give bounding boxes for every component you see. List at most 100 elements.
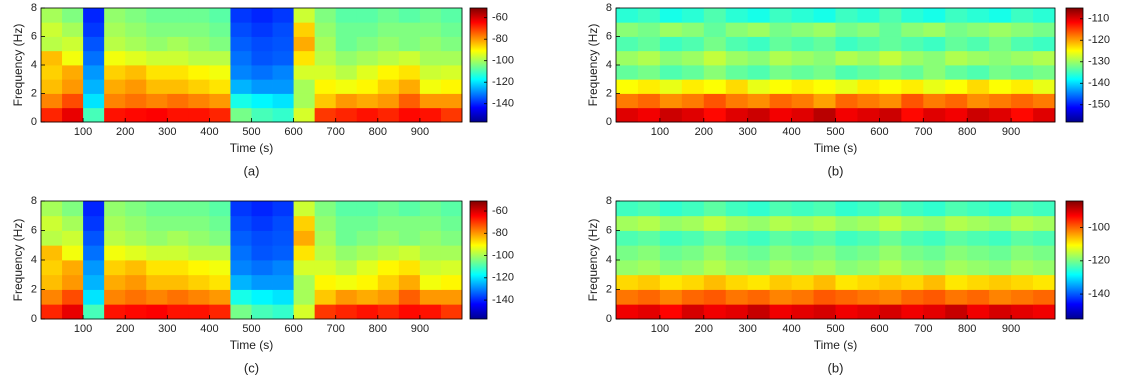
heatmap-cell: [314, 36, 337, 52]
heatmap-cell: [923, 230, 946, 246]
x-tick-label: 600: [284, 323, 302, 335]
heatmap-cell: [616, 245, 639, 261]
heatmap-cell: [659, 22, 683, 37]
heatmap-cell: [314, 230, 337, 246]
heatmap-cell: [879, 215, 902, 231]
heatmap-cell: [835, 65, 858, 80]
heatmap-cell: [125, 201, 147, 217]
heatmap-cell: [41, 201, 63, 217]
heatmap-cell: [293, 230, 316, 246]
heatmap-cell: [62, 50, 84, 66]
heatmap-cell: [989, 22, 1012, 37]
heatmap-cell: [41, 65, 63, 80]
heatmap-cell: [1033, 215, 1056, 231]
heatmap-cell: [83, 274, 105, 290]
heatmap-cell: [167, 107, 189, 123]
heatmap-cell: [125, 230, 147, 246]
heatmap-cell: [398, 230, 421, 246]
heatmap-cell: [41, 8, 63, 23]
heatmap-cell: [659, 93, 683, 109]
heatmap-cell: [419, 93, 442, 109]
heatmap-cell: [989, 245, 1012, 261]
heatmap-cell: [703, 274, 727, 290]
heatmap-cell: [377, 201, 400, 217]
heatmap-cell: [769, 22, 792, 37]
heatmap-cell: [1011, 93, 1034, 109]
heatmap-cell: [1011, 65, 1034, 80]
heatmap-cell: [835, 230, 858, 246]
heatmap-cell: [769, 260, 792, 276]
heatmap-cell: [188, 201, 210, 217]
heatmap-cell: [1033, 79, 1056, 94]
heatmap-cell: [314, 215, 337, 231]
heatmap-cell: [83, 65, 105, 80]
heatmap-cell: [230, 107, 252, 123]
heatmap-cell: [857, 304, 880, 320]
heatmap-cell: [398, 50, 421, 66]
heatmap-cell: [857, 289, 880, 305]
heatmap-cell: [857, 22, 880, 37]
heatmap-cell: [616, 107, 639, 123]
y-tick-label: 6: [606, 224, 612, 236]
heatmap-cell: [857, 274, 880, 290]
x-tick-label: 300: [158, 323, 176, 335]
heatmap-cell: [314, 201, 337, 217]
heatmap-cell: [967, 65, 990, 80]
heatmap-cell: [637, 289, 661, 305]
heatmap-cell: [167, 36, 189, 52]
heatmap-cell: [989, 65, 1012, 80]
heatmap-cell: [335, 79, 358, 94]
heatmap-cell: [901, 50, 924, 66]
heatmap-cell: [747, 245, 771, 261]
heatmap-cell: [146, 260, 168, 276]
heatmap-cell: [923, 8, 946, 23]
heatmap-cell: [251, 274, 273, 290]
heatmap-cell: [335, 201, 358, 217]
heatmap-cell: [879, 22, 902, 37]
heatmap-cell: [703, 107, 727, 123]
heatmap-cell: [857, 8, 880, 23]
heatmap-cell: [314, 245, 337, 261]
colorbar-tick-label: -60: [492, 12, 508, 24]
heatmap-cell: [901, 260, 924, 276]
heatmap-cell: [104, 50, 126, 66]
heatmap-cell: [41, 79, 63, 94]
heatmap-cell: [377, 245, 400, 261]
heatmap-cell: [41, 215, 63, 231]
heatmap-cell: [230, 245, 252, 261]
heatmap-cell: [272, 36, 294, 52]
y-axis-label: Frequency (Hz): [11, 219, 25, 302]
heatmap-cell: [209, 65, 231, 80]
heatmap-cell: [857, 79, 880, 94]
heatmap-cell: [813, 215, 836, 231]
heatmap-cell: [83, 289, 105, 305]
heatmap-cell: [356, 8, 379, 23]
heatmap-cell: [335, 289, 358, 305]
y-tick-label: 8: [606, 195, 612, 207]
heatmap-cell: [967, 230, 990, 246]
heatmap-cell: [272, 230, 294, 246]
heatmap-cell: [314, 22, 337, 37]
heatmap-cell: [879, 201, 902, 217]
heatmap-cell: [725, 215, 749, 231]
heatmap-cell: [377, 65, 400, 80]
heatmap-cell: [967, 22, 990, 37]
heatmap-cell: [857, 93, 880, 109]
heatmap-cell: [398, 260, 421, 276]
heatmap-cell: [209, 107, 231, 123]
heatmap-cell: [335, 50, 358, 66]
heatmap-cell: [272, 274, 294, 290]
heatmap-cell: [791, 8, 814, 23]
colorbar: [469, 7, 488, 123]
heatmap-cell: [945, 245, 968, 261]
heatmap-cell: [230, 22, 252, 37]
heatmap-cell: [879, 8, 902, 23]
heatmap-cell: [703, 65, 727, 80]
heatmap-cell: [967, 260, 990, 276]
heatmap-cell: [1033, 245, 1056, 261]
colorbar-tick-label: -140: [1088, 77, 1110, 89]
heatmap-cell: [41, 50, 63, 66]
heatmap-cell: [125, 22, 147, 37]
heatmap-cell: [1011, 274, 1034, 290]
heatmap-cell: [791, 22, 814, 37]
